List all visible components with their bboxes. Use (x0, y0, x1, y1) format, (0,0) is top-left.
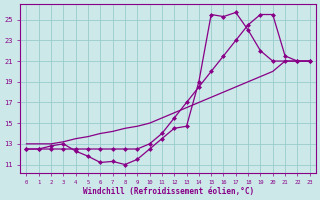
X-axis label: Windchill (Refroidissement éolien,°C): Windchill (Refroidissement éolien,°C) (83, 187, 254, 196)
